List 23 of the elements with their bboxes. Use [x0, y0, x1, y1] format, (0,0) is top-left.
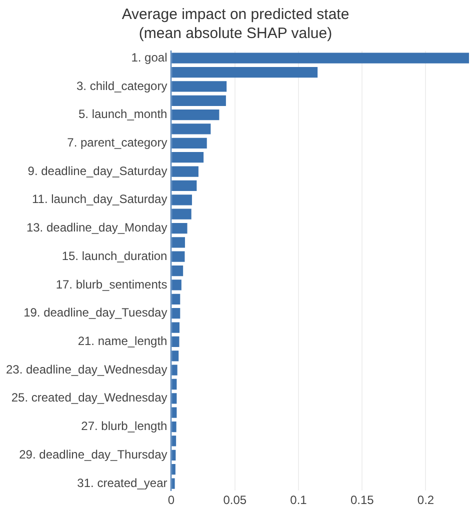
x-tick-label: 0.2: [417, 493, 434, 508]
y-tick-label: 15. launch_duration: [62, 248, 168, 263]
y-tick-label: 27. blurb_length: [81, 419, 168, 434]
x-tick-label: 0.05: [223, 493, 247, 508]
y-tick-label: 23. deadline_day_Wednesday: [6, 362, 168, 376]
y-tick-label: 25. created_day_Wednesday: [11, 390, 168, 405]
y-tick-label: 29. deadline_day_Thursday: [19, 447, 168, 462]
y-tick-label: 31. created_year: [77, 476, 168, 490]
y-tick-label: 21. name_length: [78, 334, 168, 348]
chart-subtitle: (mean absolute SHAP value): [138, 25, 332, 42]
y-tick-label: 13. deadline_day_Monday: [26, 220, 168, 235]
y-tick-label: 5. launch_month: [78, 107, 168, 122]
y-tick-label: 17. blurb_sentiments: [56, 277, 168, 292]
x-tick-label: 0: [168, 493, 175, 508]
x-tick-label: 0.15: [350, 493, 374, 508]
y-tick-label: 1. goal: [131, 50, 168, 64]
y-tick-label: 19. deadline_day_Tuesday: [24, 306, 168, 320]
y-tick-label: 11. launch_day_Saturday: [32, 192, 168, 206]
y-tick-label: 3. child_category: [76, 78, 168, 93]
y-tick-label: 9. deadline_day_Saturday: [28, 164, 168, 178]
y-tick-label: 7. parent_category: [67, 135, 168, 150]
chart-title: Average impact on predicted state: [122, 6, 350, 24]
x-tick-label: 0.1: [290, 493, 308, 508]
